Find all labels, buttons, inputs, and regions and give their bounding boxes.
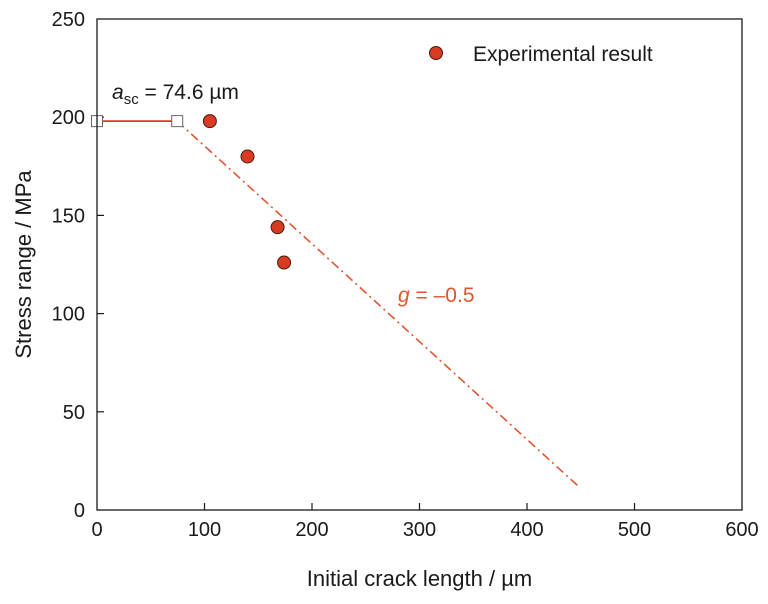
y-tick-label: 200 xyxy=(52,107,85,129)
data-point xyxy=(202,114,217,129)
square-marker xyxy=(171,115,184,128)
y-tick-label: 50 xyxy=(63,402,85,424)
ticks-layer: 0 100 200 300 400 500 600 0 50 100 150 200 250 xyxy=(52,9,759,541)
legend: Experimental result xyxy=(429,43,653,66)
data-point xyxy=(240,149,255,164)
y-tick-label: 0 xyxy=(74,500,85,522)
plot-frame xyxy=(96,18,743,511)
y-axis-title: Stress range / MPa xyxy=(11,170,36,359)
slope-line xyxy=(176,120,580,488)
y-tick-label: 250 xyxy=(52,9,85,31)
x-tick-label: 200 xyxy=(295,519,328,541)
slope-annotation: g = –0.5 xyxy=(398,284,475,307)
asc-symbol: a xyxy=(112,81,124,104)
asc-subscript: sc xyxy=(124,91,140,108)
legend-marker xyxy=(429,46,443,60)
data-point xyxy=(277,255,292,270)
x-axis-title: Initial crack length / µm xyxy=(307,566,532,591)
x-tick-label: 600 xyxy=(725,519,758,541)
data-point xyxy=(270,220,285,235)
points-layer xyxy=(202,114,292,270)
y-tick-label: 100 xyxy=(52,304,85,326)
x-tick-label: 0 xyxy=(91,519,102,541)
x-tick-label: 300 xyxy=(403,519,436,541)
y-tick-label: 150 xyxy=(52,205,85,227)
x-tick-label: 400 xyxy=(510,519,543,541)
asc-annotation: asc = 74.6 µm xyxy=(112,81,239,108)
lines-layer xyxy=(91,115,580,488)
g-value: = –0.5 xyxy=(410,284,475,307)
asc-value: = 74.6 µm xyxy=(139,81,239,104)
g-symbol: g xyxy=(398,284,410,307)
legend-label: Experimental result xyxy=(473,43,653,66)
x-tick-label: 500 xyxy=(618,519,651,541)
x-tick-label: 100 xyxy=(188,519,221,541)
